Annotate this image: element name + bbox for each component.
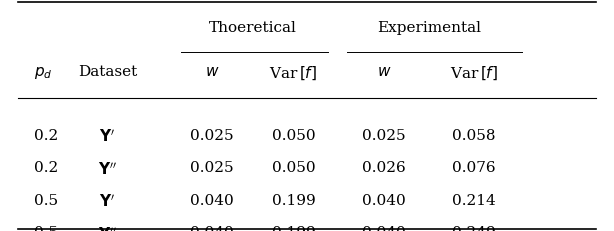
Text: 0.050: 0.050	[271, 161, 316, 174]
Text: $\mathbf{Y}''$: $\mathbf{Y}''$	[98, 161, 117, 177]
Text: 0.040: 0.040	[362, 225, 406, 231]
Text: Thoeretical: Thoeretical	[209, 21, 297, 35]
Text: 0.040: 0.040	[362, 193, 406, 207]
Text: 0.040: 0.040	[190, 193, 234, 207]
Text: 0.025: 0.025	[190, 161, 234, 174]
Text: Var$\,[f]$: Var$\,[f]$	[270, 65, 317, 82]
Text: 0.026: 0.026	[362, 161, 406, 174]
Text: 0.214: 0.214	[452, 193, 496, 207]
Text: 0.5: 0.5	[34, 193, 58, 207]
Text: 0.199: 0.199	[271, 193, 316, 207]
Text: $w$: $w$	[204, 65, 219, 79]
Text: 0.040: 0.040	[190, 225, 234, 231]
Text: 0.2: 0.2	[34, 128, 58, 142]
Text: 0.025: 0.025	[362, 128, 406, 142]
Text: Dataset: Dataset	[78, 65, 137, 79]
Text: $p_d$: $p_d$	[34, 65, 52, 81]
Text: 0.5: 0.5	[34, 225, 58, 231]
Text: $\mathbf{Y}'$: $\mathbf{Y}'$	[99, 128, 115, 145]
Text: Var$\,[f]$: Var$\,[f]$	[450, 65, 498, 82]
Text: 0.249: 0.249	[452, 225, 496, 231]
Text: 0.2: 0.2	[34, 161, 58, 174]
Text: $w$: $w$	[376, 65, 391, 79]
Text: 0.076: 0.076	[452, 161, 496, 174]
Text: $\mathbf{Y}''$: $\mathbf{Y}''$	[98, 225, 117, 231]
Text: 0.050: 0.050	[271, 128, 316, 142]
Text: 0.199: 0.199	[271, 225, 316, 231]
Text: $\mathbf{Y}'$: $\mathbf{Y}'$	[99, 193, 115, 210]
Text: 0.058: 0.058	[453, 128, 495, 142]
Text: Experimental: Experimental	[377, 21, 481, 35]
Text: 0.025: 0.025	[190, 128, 234, 142]
